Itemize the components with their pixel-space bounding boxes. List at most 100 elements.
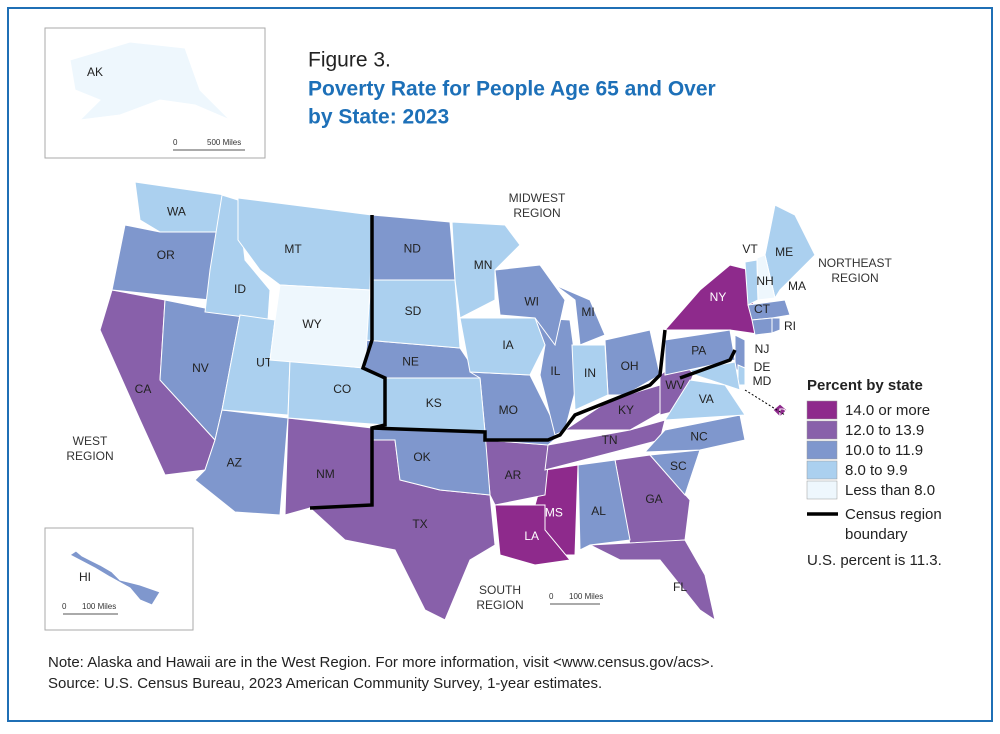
legend-label: 12.0 to 13.9 — [845, 422, 924, 439]
state-label: DE — [754, 360, 771, 374]
state — [69, 41, 231, 121]
state-label: CO — [333, 382, 351, 396]
state-label: NV — [192, 361, 209, 375]
region-label: REGION — [513, 206, 560, 220]
state-label: IA — [502, 338, 513, 352]
state-label: NJ — [755, 342, 770, 356]
region-boundary — [309, 215, 387, 510]
legend-swatch — [806, 440, 838, 460]
scale-label: 500 Miles — [207, 138, 241, 147]
state — [756, 254, 776, 301]
states: NY MS LA DC CA NM TX AR TN KY WV GA FL OR NV AZ ND NE MO IL… — [69, 41, 816, 622]
state-label: KY — [618, 403, 634, 417]
state-label: ND — [404, 241, 422, 255]
title: by State: 2023 — [308, 106, 449, 129]
state-label: WA — [167, 204, 186, 218]
source: Source: U.S. Census Bureau, 2023 America… — [48, 675, 602, 692]
state — [494, 504, 571, 566]
state — [451, 221, 521, 319]
region-label: REGION — [831, 271, 878, 285]
state — [554, 284, 606, 346]
state — [648, 449, 701, 496]
state-label: RI — [784, 319, 796, 333]
state-label: AK — [87, 65, 103, 79]
state-label: NC — [690, 430, 708, 444]
state — [771, 317, 781, 334]
state-label: SC — [670, 459, 687, 473]
legend: Percent by state Census region boundary … — [806, 377, 942, 569]
scale-label: 0 — [549, 592, 554, 601]
state — [134, 181, 226, 233]
state — [751, 317, 773, 336]
state-label: MD — [753, 374, 772, 388]
figure-label: Figure 3. — [308, 49, 391, 72]
state-label: NM — [316, 467, 335, 481]
state-label: CT — [754, 302, 771, 316]
state-label: IL — [550, 364, 560, 378]
state — [111, 224, 223, 301]
legend-swatch — [806, 420, 838, 440]
state — [588, 539, 716, 622]
region-label: MIDWEST — [509, 191, 566, 205]
state-label: NY — [710, 290, 727, 304]
state — [494, 264, 566, 347]
state-label: PA — [691, 343, 706, 357]
state-label: NE — [402, 355, 419, 369]
scale-label: 0 — [62, 602, 67, 611]
state-label: ID — [234, 282, 246, 296]
state-label: TX — [412, 517, 427, 531]
state-label: MI — [581, 305, 594, 319]
state-label: OK — [413, 450, 430, 464]
state-label: AZ — [227, 456, 242, 470]
state — [269, 284, 371, 369]
state — [194, 409, 289, 516]
state — [643, 414, 746, 453]
state-label: WY — [302, 317, 321, 331]
state-label: DC — [778, 406, 796, 420]
state-label: AR — [505, 468, 522, 482]
legend-swatch — [806, 480, 838, 500]
state-label: VT — [742, 242, 758, 256]
state — [772, 403, 788, 418]
state — [371, 427, 491, 496]
state-label: MS — [545, 506, 563, 520]
state-label: MA — [788, 279, 806, 293]
region-label: NORTHEAST — [818, 256, 892, 270]
state — [459, 317, 546, 376]
legend-label: Census region — [845, 506, 942, 523]
scale-label: 0 — [173, 138, 178, 147]
legend-swatch — [806, 400, 838, 420]
state-label: MN — [474, 258, 493, 272]
region-boundary — [679, 349, 737, 380]
state-label: OH — [621, 359, 639, 373]
legend-label: 8.0 to 9.9 — [845, 462, 908, 479]
state-label: VA — [699, 392, 714, 406]
state-label: IN — [584, 366, 596, 380]
state-label: HI — [79, 570, 91, 584]
state-label: NH — [756, 274, 773, 288]
legend-label: 14.0 or more — [845, 402, 930, 419]
region-label: REGION — [66, 449, 113, 463]
state — [577, 459, 631, 551]
state-label: TN — [602, 433, 618, 447]
state-label: LA — [524, 529, 539, 543]
state-label: GA — [645, 492, 662, 506]
legend-label: boundary — [845, 526, 908, 543]
region-label: WEST — [73, 434, 108, 448]
title: Poverty Rate for People Age 65 and Over — [308, 78, 716, 101]
state-label: WI — [524, 294, 539, 308]
legend-label: 10.0 to 11.9 — [845, 442, 923, 459]
region-label: SOUTH — [479, 583, 521, 597]
state-label: CA — [135, 382, 152, 396]
note: Note: Alaska and Hawaii are in the West … — [48, 654, 714, 671]
state-label: UT — [256, 356, 273, 370]
us-note: U.S. percent is 11.3. — [807, 552, 942, 569]
state — [747, 299, 791, 321]
legend-label: Less than 8.0 — [845, 482, 935, 499]
scale-label: 100 Miles — [569, 592, 603, 601]
region-boundary — [371, 329, 667, 442]
state — [69, 550, 161, 606]
state-label: MO — [499, 403, 518, 417]
state-label: MT — [284, 242, 302, 256]
